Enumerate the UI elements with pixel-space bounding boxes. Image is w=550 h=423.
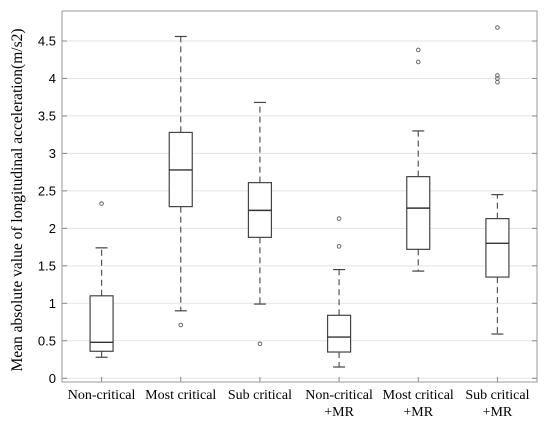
outlier-point <box>257 341 263 347</box>
y-axis-ticks: 0 0.5 1 1.5 2 2.5 3 3.5 4 4.5 <box>38 33 537 386</box>
iqr-box <box>89 295 114 352</box>
iqr-box <box>406 176 431 250</box>
box-4 <box>326 216 352 368</box>
x-tick-label: +MR <box>483 405 513 420</box>
box-6 <box>485 25 510 335</box>
iqr-box <box>326 314 352 353</box>
y-tick-label: 4.5 <box>38 33 56 48</box>
x-tick-label: Non-critical <box>305 388 373 403</box>
box-1 <box>89 201 114 358</box>
y-tick-label: 4 <box>49 71 56 86</box>
boxes <box>89 25 510 368</box>
x-tick-label: +MR <box>403 405 433 420</box>
outlier-point <box>495 25 500 30</box>
x-tick-label: Sub critical <box>228 388 292 403</box>
y-tick-label: 2 <box>49 221 56 236</box>
y-tick-label: 3 <box>49 146 56 161</box>
x-tick-label: Non-critical <box>68 388 136 403</box>
y-tick-label: 1 <box>49 296 56 311</box>
y-tick-label: 0.5 <box>38 333 56 348</box>
x-tick-label: Sub critical <box>465 388 529 403</box>
x-axis-ticks: Non-critical Most critical Sub critical Non… <box>68 377 530 420</box>
x-tick-label: Most critical <box>145 388 216 403</box>
outlier-point <box>415 59 421 65</box>
iqr-box <box>485 218 510 278</box>
y-axis-label: Mean absolute value of longitudinal acce… <box>9 28 26 371</box>
y-tick-label: 1.5 <box>38 258 56 273</box>
outlier-point <box>495 73 500 78</box>
outlier-point <box>178 322 184 328</box>
x-tick-label: +MR <box>324 405 354 420</box>
y-tick-label: 3.5 <box>38 108 56 123</box>
outlier-point <box>336 244 342 249</box>
outlier-point <box>99 201 104 206</box>
box-2 <box>168 35 193 328</box>
box-3 <box>247 101 273 347</box>
y-tick-label: 2.5 <box>38 183 56 198</box>
box-5 <box>406 47 431 272</box>
x-tick-label: Most critical <box>383 388 454 403</box>
outlier-point <box>495 76 500 81</box>
outlier-point <box>415 47 421 53</box>
outlier-point <box>336 216 342 221</box>
grid-lines <box>62 40 537 379</box>
plot-area <box>61 10 538 383</box>
y-tick-label: 0 <box>49 371 56 386</box>
